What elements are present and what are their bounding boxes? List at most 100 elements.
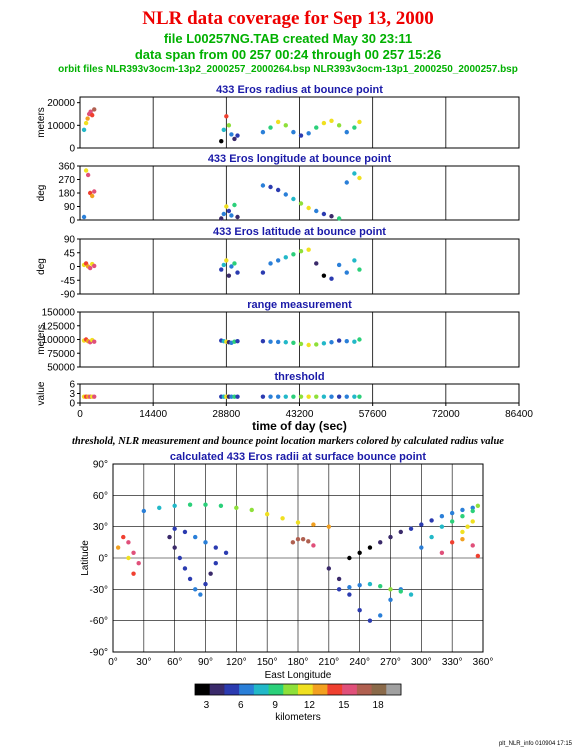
y-tick-label: 0 — [69, 216, 75, 227]
map-x-axis-label: East Longitude — [265, 670, 332, 681]
plot-frame — [79, 96, 520, 149]
map-point — [378, 584, 383, 589]
data-span-info: data span from 00 257 00:24 through 00 2… — [134, 47, 442, 62]
data-point — [268, 261, 273, 266]
data-point — [224, 114, 229, 119]
data-point — [229, 394, 234, 399]
data-point — [235, 394, 240, 399]
map-point — [167, 534, 172, 540]
strip-title: 433 Eros radius at bounce point — [216, 84, 383, 96]
data-point — [336, 216, 342, 221]
colorbar-swatch — [195, 684, 211, 695]
data-point — [89, 112, 95, 118]
data-point — [321, 273, 327, 278]
map-point — [419, 545, 424, 550]
data-point — [268, 339, 273, 344]
data-point — [357, 337, 362, 342]
data-point — [336, 123, 342, 128]
map-point — [208, 571, 213, 576]
data-point — [283, 192, 288, 197]
y-axis-label: meters — [36, 107, 47, 138]
map-point — [388, 534, 393, 540]
map-x-tick-label: 240° — [349, 657, 370, 668]
data-point — [336, 394, 342, 399]
map-x-tick-label: 210° — [318, 657, 339, 668]
orbit-files-info: orbit files NLR393v3ocm-13p2_2000257_200… — [58, 64, 518, 75]
y-tick-label: 6 — [69, 380, 75, 391]
strip-chart-4: range measurement 50000 75000 100000 125000 1… — [36, 299, 520, 374]
strip-title: 433 Eros latitude at bounce point — [213, 226, 386, 238]
map-point — [347, 555, 352, 561]
data-point — [314, 394, 319, 399]
map-point — [126, 555, 131, 561]
y-tick-label: 10000 — [47, 121, 75, 132]
map-point — [449, 519, 455, 524]
strip-chart-1: 433 Eros radius at bounce point 0 10000 200… — [36, 84, 520, 155]
map-point — [234, 505, 239, 511]
map-point — [336, 576, 342, 582]
footer-stamp: plt_NLR_info 010904 17:15 — [499, 741, 573, 747]
y-tick-label: 0 — [69, 144, 75, 155]
data-point — [283, 123, 288, 128]
data-point — [329, 394, 334, 399]
data-point — [85, 172, 91, 178]
map-point — [187, 576, 193, 582]
data-point — [344, 338, 349, 344]
data-point — [221, 127, 226, 133]
map-title: calculated 433 Eros radii at surface bou… — [170, 451, 426, 463]
data-point — [229, 132, 234, 137]
map-point — [398, 589, 403, 594]
map-y-tick-label: 60° — [93, 491, 108, 502]
map-point — [336, 587, 342, 592]
data-point — [219, 216, 224, 221]
map-point — [121, 534, 126, 540]
data-point — [321, 341, 327, 346]
colorbar-tick-label: 3 — [204, 700, 210, 711]
data-point — [219, 139, 224, 144]
strip-title: 433 Eros longitude at bounce point — [208, 153, 392, 165]
y-tick-label: 100000 — [42, 335, 76, 346]
data-point — [260, 338, 266, 344]
data-point — [224, 258, 229, 263]
map-point — [218, 503, 224, 508]
y-tick-label: 0 — [69, 399, 75, 410]
map-point — [157, 505, 162, 511]
map-y-tick-label: 0° — [98, 554, 108, 565]
data-point — [314, 342, 319, 347]
map-y-tick-label: 30° — [93, 522, 108, 533]
data-point — [226, 273, 232, 278]
map-point — [439, 514, 445, 519]
x-tick-label: 0 — [77, 409, 83, 420]
data-point — [357, 267, 362, 272]
surface-map: calculated 433 Eros radii at surface bou… — [80, 451, 493, 681]
map-x-tick-label: 90° — [198, 657, 213, 668]
colorbar-swatch — [268, 684, 284, 695]
data-point — [344, 129, 349, 135]
data-point — [260, 270, 266, 275]
y-tick-label: 45 — [64, 248, 76, 259]
data-point — [232, 136, 237, 142]
y-tick-label: 125000 — [42, 321, 76, 332]
data-point — [352, 258, 357, 263]
map-point — [115, 545, 121, 550]
map-point — [203, 502, 208, 507]
colorbar: 3 6 9 12 15 18 kilometers — [194, 683, 402, 723]
map-point — [465, 524, 470, 529]
data-point — [81, 127, 87, 133]
map-point — [295, 520, 301, 525]
data-point — [352, 171, 357, 176]
x-tick-label: 43200 — [286, 409, 314, 420]
data-point — [92, 263, 97, 269]
data-point — [92, 189, 97, 194]
data-point — [291, 340, 296, 345]
file-info: file L00257NG.TAB created May 30 23:11 — [163, 31, 413, 46]
map-x-tick-label: 0° — [108, 657, 118, 668]
map-point — [460, 507, 465, 513]
data-point — [352, 394, 357, 399]
data-point — [344, 270, 349, 275]
data-point — [92, 339, 97, 344]
data-point — [275, 258, 281, 263]
colorbar-tick-label: 18 — [373, 700, 385, 711]
data-point — [89, 193, 95, 199]
map-point — [347, 585, 352, 590]
